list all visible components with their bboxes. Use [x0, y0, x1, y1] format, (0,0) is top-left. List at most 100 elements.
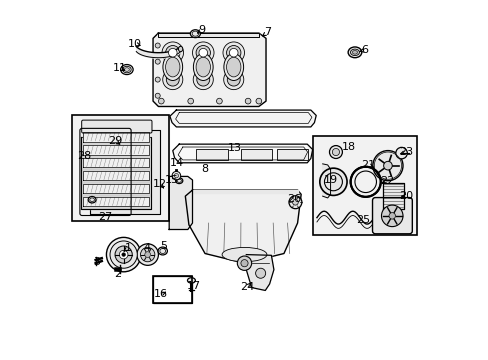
Circle shape	[144, 252, 150, 257]
Polygon shape	[362, 167, 368, 197]
Circle shape	[237, 256, 251, 270]
Circle shape	[192, 42, 214, 63]
Circle shape	[196, 73, 209, 86]
Polygon shape	[83, 145, 148, 154]
Polygon shape	[172, 144, 312, 163]
Circle shape	[168, 48, 177, 57]
Polygon shape	[153, 33, 265, 107]
Text: 2: 2	[113, 269, 121, 279]
Circle shape	[332, 148, 339, 156]
Polygon shape	[192, 190, 297, 193]
Polygon shape	[313, 136, 416, 235]
Circle shape	[187, 98, 193, 104]
Circle shape	[241, 260, 247, 267]
Text: 23: 23	[399, 147, 413, 157]
Circle shape	[388, 213, 395, 219]
Ellipse shape	[124, 68, 129, 71]
Ellipse shape	[165, 57, 180, 77]
Circle shape	[165, 45, 180, 60]
Bar	[72, 115, 169, 221]
Text: 6: 6	[361, 45, 367, 55]
Ellipse shape	[121, 64, 133, 75]
Polygon shape	[185, 190, 301, 263]
Bar	[196, 149, 227, 160]
Text: 8: 8	[201, 163, 207, 174]
Text: 16: 16	[154, 289, 168, 299]
Circle shape	[244, 98, 250, 104]
Ellipse shape	[88, 197, 96, 203]
Circle shape	[155, 43, 160, 48]
Circle shape	[115, 246, 132, 263]
Text: 12: 12	[153, 179, 167, 189]
Text: 13: 13	[227, 143, 241, 153]
Text: 29: 29	[108, 136, 122, 146]
Text: 11: 11	[112, 63, 126, 73]
Text: 24: 24	[240, 282, 254, 292]
Circle shape	[223, 42, 244, 63]
Text: 3: 3	[93, 257, 100, 267]
Polygon shape	[90, 130, 159, 214]
Polygon shape	[83, 132, 148, 141]
Circle shape	[193, 69, 213, 90]
Circle shape	[199, 48, 207, 57]
Polygon shape	[246, 255, 273, 291]
Bar	[241, 149, 272, 160]
Text: 10: 10	[128, 39, 142, 49]
Circle shape	[163, 69, 183, 90]
Text: 28: 28	[77, 150, 91, 161]
Ellipse shape	[190, 30, 200, 38]
Text: 17: 17	[186, 281, 200, 291]
Ellipse shape	[193, 54, 213, 81]
Circle shape	[226, 45, 241, 60]
Circle shape	[319, 168, 346, 195]
Bar	[313, 136, 416, 235]
Polygon shape	[169, 176, 192, 229]
Circle shape	[110, 241, 137, 268]
Polygon shape	[83, 197, 148, 206]
Polygon shape	[81, 137, 150, 209]
Text: 21: 21	[361, 160, 374, 170]
Circle shape	[216, 98, 222, 104]
Polygon shape	[83, 171, 148, 180]
Circle shape	[395, 147, 407, 159]
Text: 26: 26	[286, 194, 301, 204]
Ellipse shape	[350, 49, 359, 55]
Circle shape	[140, 247, 155, 262]
Circle shape	[372, 150, 402, 181]
Polygon shape	[382, 183, 403, 209]
Text: 14: 14	[170, 158, 184, 168]
Polygon shape	[169, 110, 316, 127]
Bar	[152, 276, 192, 303]
Polygon shape	[72, 115, 169, 221]
Ellipse shape	[196, 57, 210, 77]
Ellipse shape	[187, 278, 195, 283]
Ellipse shape	[178, 46, 183, 52]
FancyBboxPatch shape	[81, 120, 152, 133]
Circle shape	[292, 199, 298, 205]
Circle shape	[223, 69, 244, 90]
Circle shape	[122, 253, 125, 256]
Polygon shape	[322, 164, 330, 198]
Circle shape	[196, 45, 210, 60]
Polygon shape	[158, 33, 258, 37]
Circle shape	[174, 174, 178, 178]
Circle shape	[158, 98, 164, 104]
Bar	[152, 276, 192, 303]
Circle shape	[255, 98, 261, 104]
Ellipse shape	[224, 54, 243, 81]
Text: 19: 19	[323, 175, 337, 185]
Circle shape	[106, 237, 141, 272]
Circle shape	[155, 93, 160, 98]
Text: 27: 27	[98, 212, 112, 221]
Ellipse shape	[163, 54, 182, 81]
Circle shape	[137, 244, 158, 265]
Ellipse shape	[158, 247, 167, 255]
Polygon shape	[83, 158, 148, 167]
Text: 25: 25	[355, 215, 369, 225]
Circle shape	[383, 161, 391, 170]
Circle shape	[255, 268, 265, 278]
Bar	[276, 149, 308, 160]
Circle shape	[381, 205, 402, 226]
Text: 18: 18	[342, 142, 356, 152]
Text: 9: 9	[198, 25, 205, 35]
